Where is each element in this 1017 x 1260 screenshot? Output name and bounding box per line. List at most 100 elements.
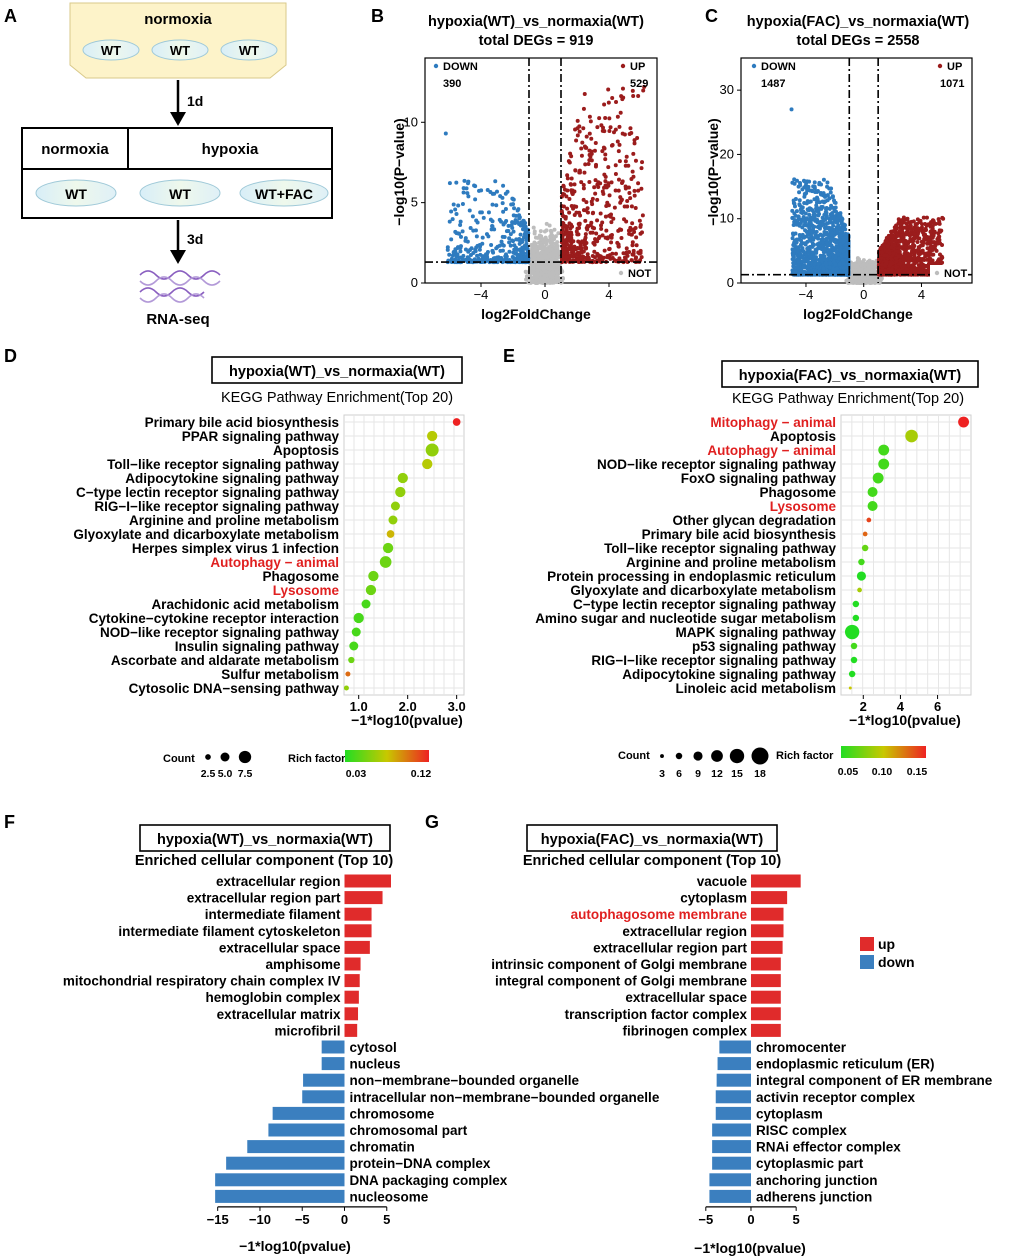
down-point (829, 203, 834, 208)
panel-letter-b: B (371, 6, 384, 26)
not-point (541, 280, 546, 285)
down-point (472, 183, 477, 188)
down-point (481, 254, 486, 259)
down-point (493, 179, 498, 184)
up-point (579, 256, 584, 261)
volcano-b-title: hypoxia(WT)_vs_normaxia(WT) (428, 14, 644, 30)
up-point (567, 221, 572, 226)
down-point (466, 194, 471, 199)
up-point (617, 159, 622, 164)
down-point (827, 227, 832, 232)
up-point (584, 134, 589, 139)
down-point (451, 202, 456, 207)
down-point (797, 202, 802, 207)
up-point (589, 199, 594, 204)
up-point (569, 154, 574, 159)
up-point (616, 188, 621, 193)
down-point (510, 196, 515, 201)
down-point (463, 247, 468, 252)
down-point (830, 252, 835, 257)
panel-letter-a: A (4, 6, 17, 26)
legend-up-label: UP (630, 61, 645, 73)
up-point (606, 100, 611, 105)
dish-wt-1: WT (82, 39, 140, 61)
down-point (458, 249, 463, 254)
down-point (500, 234, 505, 239)
down-point (518, 223, 523, 228)
down-point (805, 216, 810, 221)
up-point (630, 240, 635, 245)
down-point (496, 257, 501, 262)
up-point (589, 136, 594, 141)
table-header-normoxia: normoxia (41, 141, 109, 158)
volcano-c-ylabel: −log10(P−value) (705, 118, 721, 225)
up-point (603, 214, 608, 219)
down-point (490, 224, 495, 229)
down-point (480, 235, 485, 240)
up-point (634, 243, 639, 248)
up-point (631, 248, 636, 253)
down-point (477, 242, 482, 247)
down-point (500, 195, 505, 200)
down-point (463, 236, 468, 241)
up-point (630, 243, 635, 248)
up-point (573, 168, 578, 173)
up-point (593, 164, 598, 169)
up-point (609, 212, 614, 217)
y-tick-label: 0 (411, 275, 418, 290)
up-point (631, 151, 636, 156)
up-point (610, 143, 615, 148)
up-point (639, 255, 644, 260)
down-point (811, 236, 816, 241)
down-point (494, 189, 499, 194)
down-point (484, 232, 489, 237)
down-point (447, 219, 452, 224)
down-point (814, 250, 819, 255)
down-point (815, 197, 820, 202)
rna-icon (139, 270, 221, 303)
down-point (812, 180, 817, 185)
down-point (456, 203, 461, 208)
up-point (577, 170, 582, 175)
down-point (824, 206, 829, 211)
down-point (815, 189, 820, 194)
up-point (597, 234, 602, 239)
down-point (447, 181, 452, 186)
down-point (449, 209, 454, 214)
not-point (866, 265, 871, 270)
down-point (794, 237, 799, 242)
step-1d-label: 1d (187, 93, 203, 109)
up-point (590, 211, 595, 216)
not-point (538, 235, 543, 240)
up-point (575, 232, 580, 237)
not-point (850, 279, 855, 284)
up-point (609, 233, 614, 238)
down-point (807, 179, 812, 184)
down-point (792, 248, 797, 253)
down-point (797, 232, 802, 237)
panel-letter-e: E (503, 346, 515, 366)
down-point (490, 191, 495, 196)
down-point (478, 210, 483, 215)
up-point (617, 142, 622, 147)
down-point (517, 238, 522, 243)
up-point (595, 197, 600, 202)
up-point (615, 139, 620, 144)
up-point (632, 138, 637, 143)
legend-not-label: NOT (628, 268, 652, 280)
down-point (837, 261, 842, 266)
up-point (603, 152, 608, 157)
down-point (815, 265, 820, 270)
dish-hypoxia-wt-fac: WT+FAC (239, 179, 329, 207)
up-point (639, 166, 644, 171)
up-point (579, 153, 584, 158)
panel-letter-f: F (4, 812, 15, 832)
not-point (855, 256, 860, 261)
down-point (799, 241, 804, 246)
x-tick-label: 0 (541, 287, 548, 302)
down-point (512, 243, 517, 248)
up-point (631, 252, 636, 257)
down-point (521, 224, 526, 229)
not-point (861, 258, 866, 263)
up-point (582, 238, 587, 243)
